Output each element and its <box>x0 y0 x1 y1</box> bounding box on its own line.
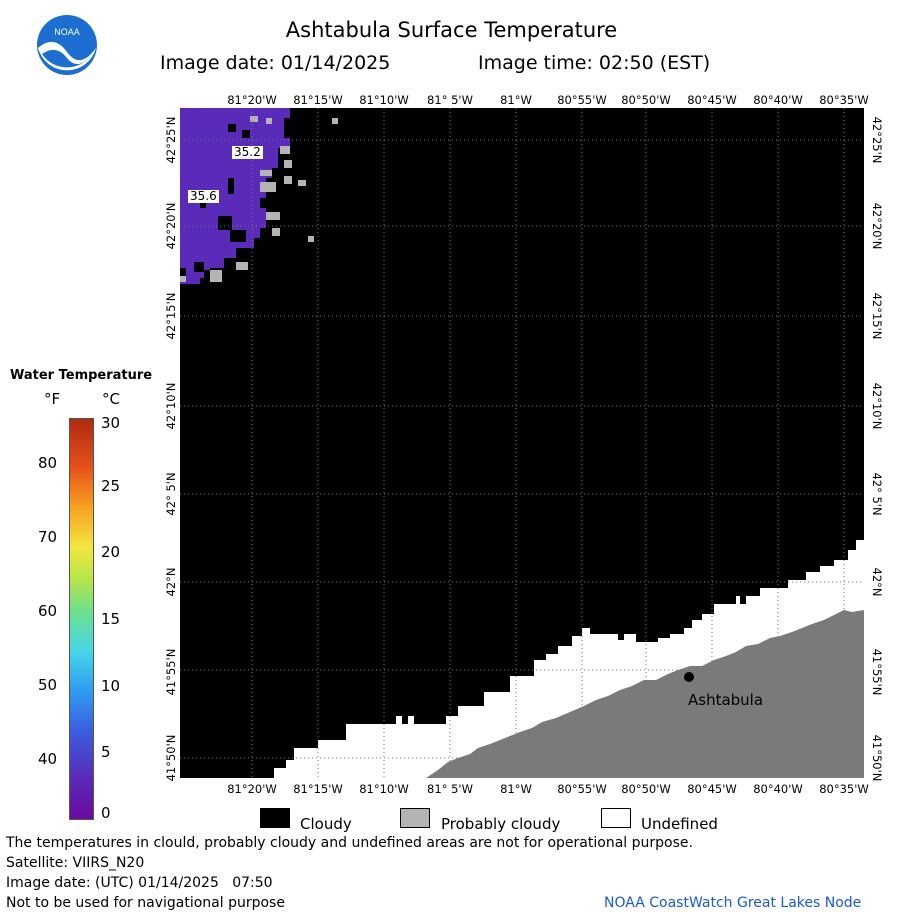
noaa-logo: NOAA <box>36 14 98 76</box>
f-tick: 40 <box>38 750 58 768</box>
c-tick: 10 <box>101 677 121 695</box>
lat-tick: 41°50'N <box>870 734 884 782</box>
temp-label: 35.2 <box>232 145 263 159</box>
lon-tick: 81° 5'W <box>427 93 473 107</box>
c-tick: 15 <box>101 610 121 628</box>
land-area <box>426 610 864 778</box>
f-tick: 70 <box>38 528 58 546</box>
lat-tick: 42°N <box>870 567 884 597</box>
f-tick: 50 <box>38 676 58 694</box>
lon-tick: 81°20'W <box>227 782 277 796</box>
lat-tick: 42° 5'N <box>164 472 178 516</box>
undefined-label: Undefined <box>641 815 718 833</box>
c-tick: 0 <box>101 804 111 822</box>
lon-tick: 80°50'W <box>621 782 671 796</box>
utc-date: Image date: (UTC) 01/14/2025 07:50 <box>6 875 273 891</box>
temp-label: 35.6 <box>188 189 219 203</box>
svg-text:NOAA: NOAA <box>54 27 80 37</box>
lon-tick: 80°35'W <box>819 782 869 796</box>
c-tick: 30 <box>101 414 121 432</box>
lon-tick: 80°45'W <box>687 93 737 107</box>
lat-tick: 42°N <box>164 567 178 597</box>
cloudy-label: Cloudy <box>300 815 352 833</box>
lat-tick: 41°50'N <box>164 734 178 782</box>
lat-tick: 41°55'N <box>164 648 178 696</box>
colorbar-unit-f: °F <box>44 390 61 408</box>
lat-tick: 42° 5'N <box>870 472 884 516</box>
disclaimer: The temperatures in clould, probably clo… <box>6 835 693 851</box>
lon-tick: 80°45'W <box>687 782 737 796</box>
c-tick: 5 <box>101 743 111 761</box>
city-label: Ashtabula <box>688 691 764 709</box>
lon-tick: 81°15'W <box>293 782 343 796</box>
lat-tick: 42°25'N <box>870 116 884 164</box>
c-tick: 20 <box>101 543 121 561</box>
map-panel: 35.2 35.6 Ashtabula <box>180 108 864 778</box>
lon-tick: 81°10'W <box>359 93 409 107</box>
lat-tick: 41°55'N <box>870 648 884 696</box>
probably-cloudy-swatch <box>400 808 430 828</box>
lat-tick: 42°20'N <box>164 202 178 250</box>
image-date: Image date: 01/14/2025 <box>160 52 391 74</box>
nav-warning: Not to be used for navigational purpose <box>6 895 285 911</box>
cloudy-swatch <box>260 808 290 828</box>
page-title: Ashtabula Surface Temperature <box>285 18 618 42</box>
lat-tick: 42°10'N <box>870 382 884 430</box>
f-tick: 80 <box>38 454 58 472</box>
credit: NOAA CoastWatch Great Lakes Node <box>604 895 862 911</box>
lon-tick: 80°40'W <box>753 782 803 796</box>
lat-tick: 42°10'N <box>164 382 178 430</box>
lat-tick: 42°20'N <box>870 202 884 250</box>
satellite: Satellite: VIIRS_N20 <box>6 855 145 871</box>
ashtabula-marker <box>684 672 694 682</box>
lon-tick: 81° 5'W <box>427 782 473 796</box>
image-time: Image time: 02:50 (EST) <box>478 52 711 74</box>
lon-tick: 81°20'W <box>227 93 277 107</box>
lon-tick: 80°55'W <box>557 782 607 796</box>
lon-tick: 80°50'W <box>621 93 671 107</box>
colorbar-title: Water Temperature <box>10 368 153 383</box>
f-tick: 60 <box>38 602 58 620</box>
lon-tick: 81°15'W <box>293 93 343 107</box>
lon-tick: 81°W <box>500 93 532 107</box>
lon-tick: 80°35'W <box>819 93 869 107</box>
probably-cloudy-label: Probably cloudy <box>441 815 561 833</box>
lat-tick: 42°25'N <box>164 116 178 164</box>
lon-tick: 81°W <box>500 782 532 796</box>
colorbar-unit-c: °C <box>102 390 120 408</box>
c-tick: 25 <box>101 477 121 495</box>
colorbar <box>69 418 94 820</box>
lat-tick: 42°15'N <box>164 292 178 340</box>
undefined-swatch <box>601 808 631 828</box>
lat-tick: 42°15'N <box>870 292 884 340</box>
lon-tick: 80°40'W <box>753 93 803 107</box>
lon-tick: 81°10'W <box>359 782 409 796</box>
lon-tick: 80°55'W <box>557 93 607 107</box>
